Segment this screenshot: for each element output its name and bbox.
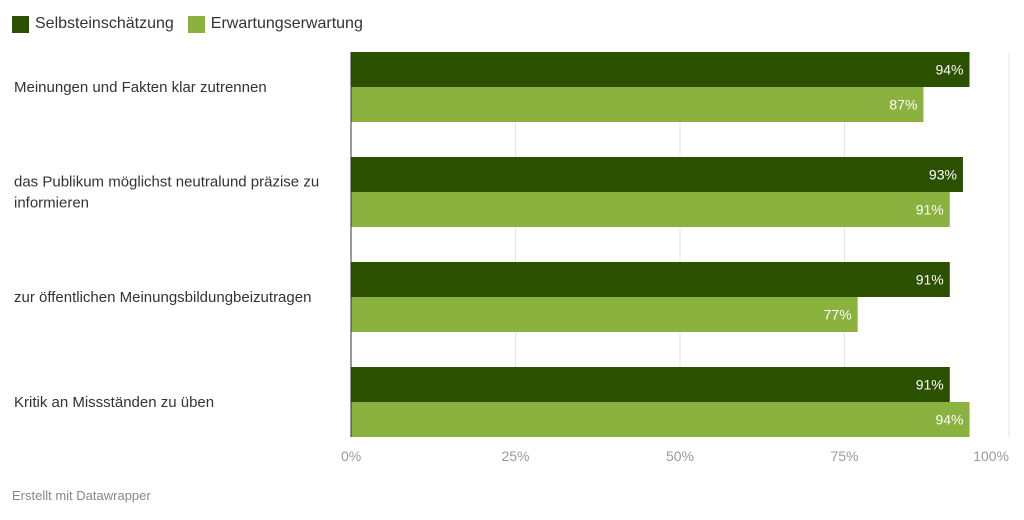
category-label-line: Meinungen und Fakten klar zutrennen — [14, 79, 267, 96]
legend-item-0: Selbsteinschätzung — [12, 15, 174, 33]
chart-legend: Selbsteinschätzung Erwartungserwartung — [12, 12, 377, 36]
category-label-line: zur öffentlichen Meinungsbildungbeizutra… — [14, 289, 311, 306]
legend-swatch — [187, 15, 205, 33]
bar-value-label: 91% — [916, 377, 944, 393]
category-label: zur öffentlichen Meinungsbildungbeizutra… — [14, 289, 311, 306]
category-label-line: Kritik an Missständen zu üben — [14, 394, 214, 411]
bar-erwartungserwartung — [351, 87, 924, 122]
x-tick-label: 100% — [973, 448, 1009, 464]
bar-selbsteinschaetzung — [351, 52, 970, 87]
bar-erwartungserwartung — [351, 192, 950, 227]
bar-selbsteinschaetzung — [351, 157, 963, 192]
legend-label: Erwartungserwartung — [210, 15, 363, 32]
category-label: Meinungen und Fakten klar zutrennen — [14, 79, 267, 96]
bar-selbsteinschaetzung — [351, 367, 950, 402]
bar-erwartungserwartung — [351, 297, 858, 332]
category-label: Kritik an Missständen zu üben — [14, 394, 214, 411]
bar-value-label: 94% — [935, 62, 963, 78]
x-tick-label: 75% — [830, 448, 858, 464]
credit-text: Erstellt mit Datawrapper — [12, 488, 151, 503]
x-tick-label: 0% — [341, 448, 361, 464]
bar-value-label: 94% — [935, 412, 963, 428]
bar-value-label: 91% — [916, 202, 944, 218]
x-tick-label: 50% — [666, 448, 694, 464]
category-label-line: informieren — [14, 195, 89, 212]
bar-value-label: 91% — [916, 272, 944, 288]
bar-erwartungserwartung — [351, 402, 970, 437]
bar-selbsteinschaetzung — [351, 262, 950, 297]
bar-value-label: 77% — [824, 307, 852, 323]
category-label: das Publikum möglichst neutralund präzis… — [14, 174, 319, 212]
credit-footer: Erstellt mit Datawrapper — [12, 488, 151, 503]
bar-value-label: 93% — [929, 167, 957, 183]
bar-value-label: 87% — [889, 97, 917, 113]
x-tick-label: 25% — [501, 448, 529, 464]
bar-chart-plot: 0% 25% 50% 75% 100% 94% 87% Meinungen und Fakte… — [14, 52, 1010, 464]
legend-item-1: Erwartungserwartung — [187, 15, 363, 33]
legend-swatch — [12, 15, 29, 33]
category-label-line: das Publikum möglichst neutralund präzis… — [14, 174, 319, 191]
legend-label: Selbsteinschätzung — [35, 15, 174, 32]
